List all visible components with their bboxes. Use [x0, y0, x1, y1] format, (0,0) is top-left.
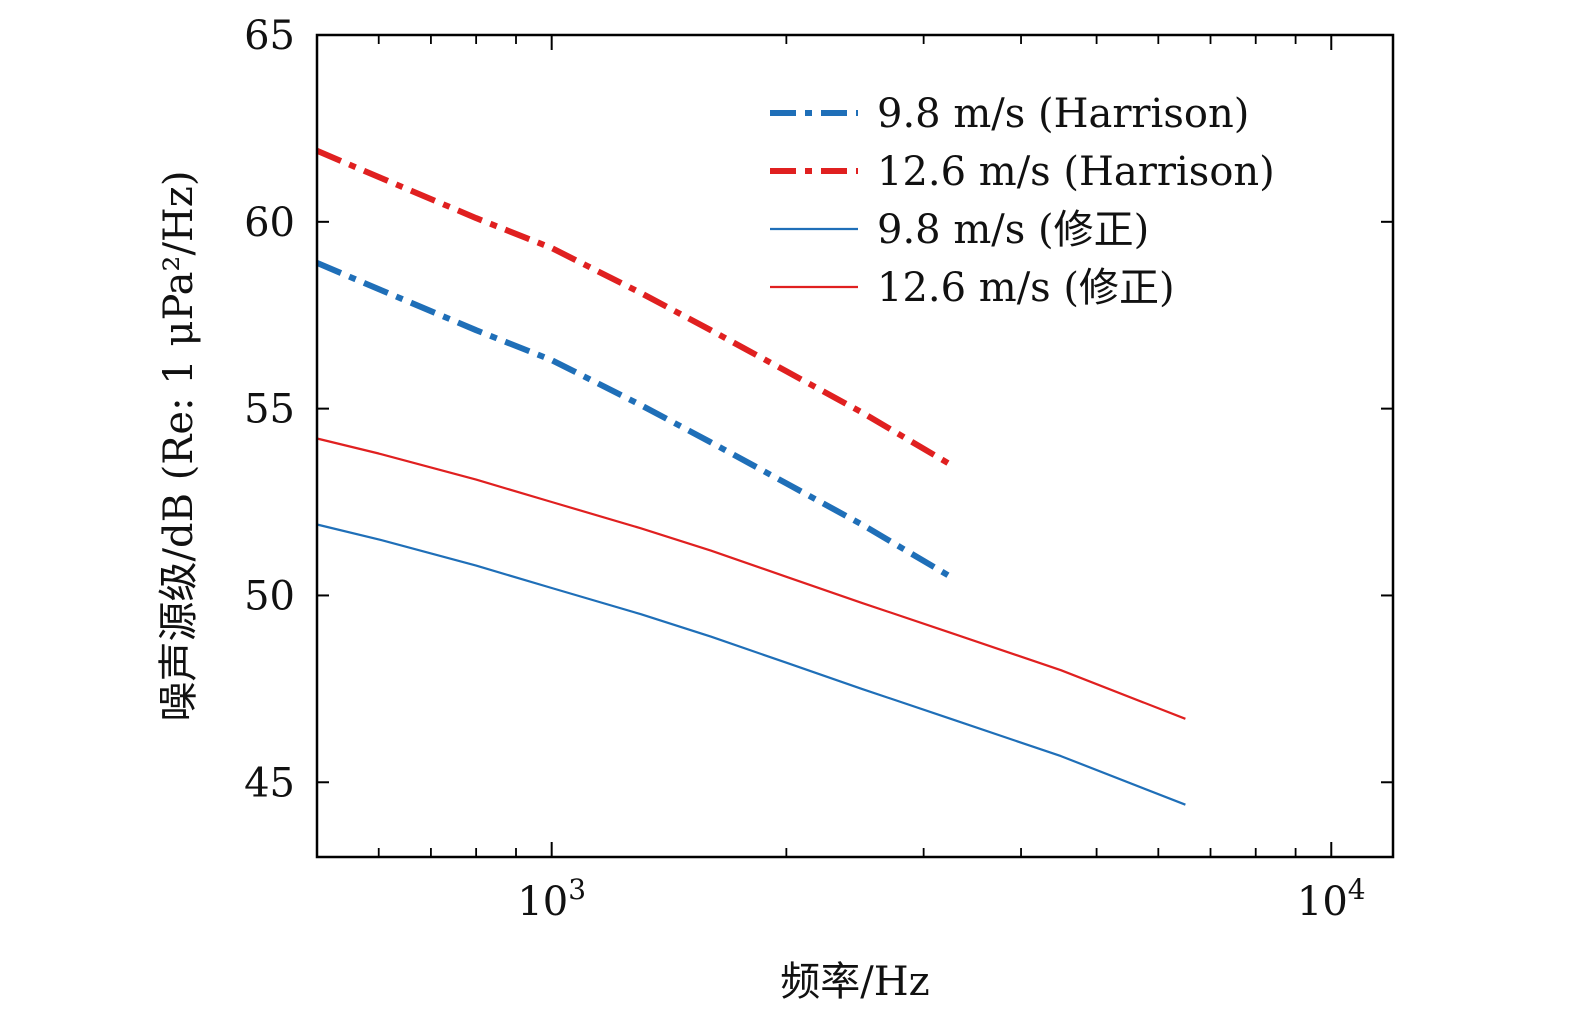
x-tick-label: 104: [1297, 873, 1366, 925]
series-layer: [315, 148, 1186, 806]
x-tick-label: 103: [517, 873, 586, 925]
y-tick-label: 50: [244, 573, 295, 619]
series-line-1: [315, 260, 953, 580]
legend-label-4: 12.6 m/s (修正): [877, 265, 1175, 311]
series-line-4: [316, 437, 1186, 720]
y-tick-label: 65: [244, 13, 295, 59]
y-tick-label: 60: [244, 200, 295, 246]
series-line-3: [316, 523, 1186, 806]
legend: 9.8 m/s (Harrison) 12.6 m/s (Harrison) 9.8…: [770, 91, 1275, 311]
legend-label-2: 12.6 m/s (Harrison): [877, 149, 1275, 195]
x-axis-title: 频率/Hz: [780, 959, 929, 1005]
legend-label-1: 9.8 m/s (Harrison): [877, 91, 1249, 137]
y-tick-label: 45: [244, 760, 295, 806]
plot-frame: [315, 33, 1395, 859]
ticks-layer: 45 50 55 60 65 103 104: [244, 13, 1393, 925]
legend-label-3: 9.8 m/s (修正): [877, 207, 1149, 253]
y-tick-label: 55: [244, 387, 295, 433]
y-axis-title: 噪声源级/dB (Re: 1 μPa²/Hz): [156, 171, 202, 722]
series-line-2: [315, 148, 953, 468]
